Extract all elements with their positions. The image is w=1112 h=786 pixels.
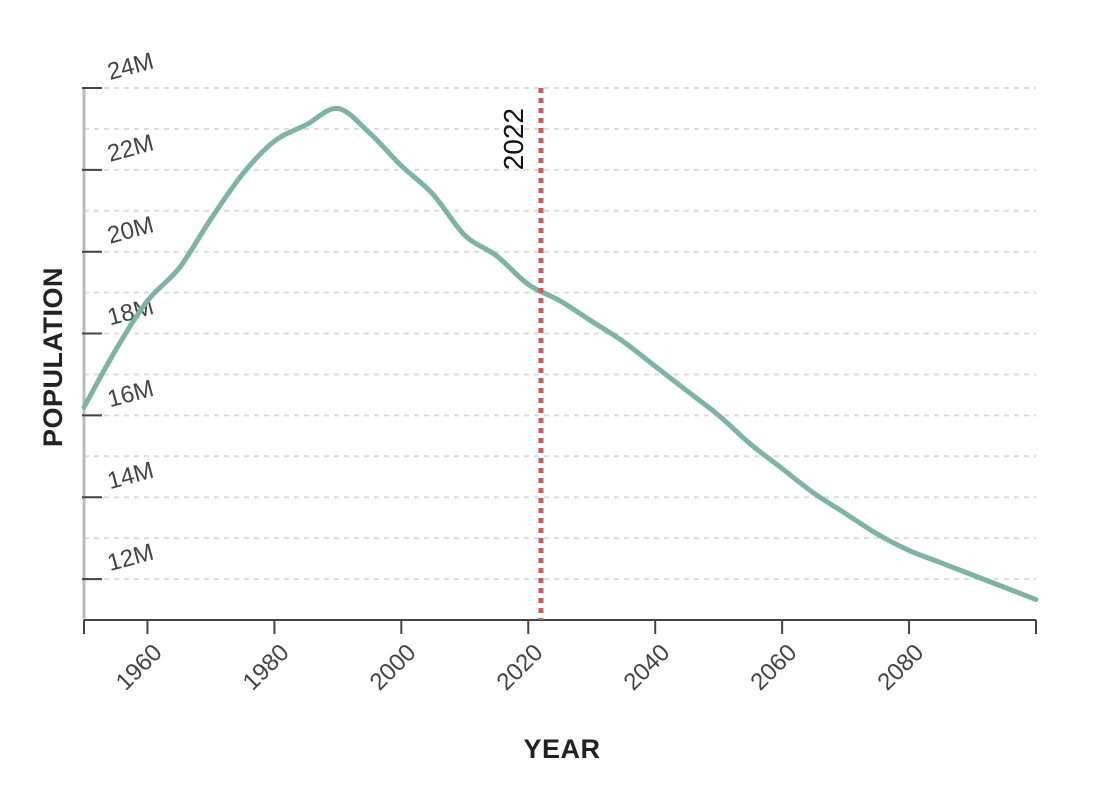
x-axis-title: YEAR: [523, 734, 600, 764]
x-tick-label: 2040: [618, 639, 675, 696]
x-tick-label: 2020: [492, 639, 549, 696]
y-tick-label: 16M: [105, 375, 157, 413]
vline-annotation-label: 2022: [498, 108, 529, 170]
y-tick-label: 20M: [105, 211, 157, 249]
y-tick-label: 12M: [105, 539, 157, 577]
y-tick-label: 14M: [105, 457, 157, 495]
grid-lines: [84, 87, 1036, 621]
x-tick-label: 2000: [365, 639, 422, 696]
x-tick-label: 2080: [872, 639, 929, 696]
axes: [82, 88, 1036, 621]
annotations: 2022: [498, 88, 544, 620]
x-tick-label: 2060: [745, 639, 802, 696]
x-axis-ticks: 1960 1980 2000 2020 2040 2060 2080: [83, 620, 1037, 696]
x-tick-label: 1980: [238, 639, 295, 696]
x-tick-label: 1960: [111, 639, 168, 696]
y-axis-title: POPULATION: [38, 267, 68, 447]
y-tick-label: 22M: [105, 129, 157, 167]
y-tick-label: 24M: [105, 48, 157, 86]
series: [81, 105, 1039, 603]
population-line: [81, 105, 1039, 603]
